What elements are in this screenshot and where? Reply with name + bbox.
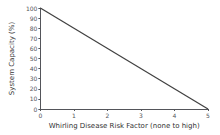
svg-text:40: 40 — [30, 65, 38, 72]
svg-text:60: 60 — [30, 45, 38, 52]
svg-text:90: 90 — [30, 15, 38, 22]
svg-text:2: 2 — [105, 112, 109, 119]
svg-text:50: 50 — [30, 55, 38, 62]
svg-text:0: 0 — [34, 106, 38, 113]
svg-text:0: 0 — [38, 112, 42, 119]
svg-text:100: 100 — [26, 5, 38, 12]
svg-text:10: 10 — [30, 95, 38, 102]
svg-text:System Capacity (%): System Capacity (%) — [8, 22, 16, 96]
svg-text:70: 70 — [30, 35, 38, 42]
svg-text:5: 5 — [206, 112, 210, 119]
svg-text:30: 30 — [30, 75, 38, 82]
svg-text:Whirling Disease Risk Factor (: Whirling Disease Risk Factor (none to hi… — [49, 122, 200, 130]
svg-text:80: 80 — [30, 25, 38, 32]
svg-text:1: 1 — [72, 112, 76, 119]
svg-text:3: 3 — [139, 112, 143, 119]
svg-text:20: 20 — [30, 85, 38, 92]
svg-text:4: 4 — [173, 112, 177, 119]
